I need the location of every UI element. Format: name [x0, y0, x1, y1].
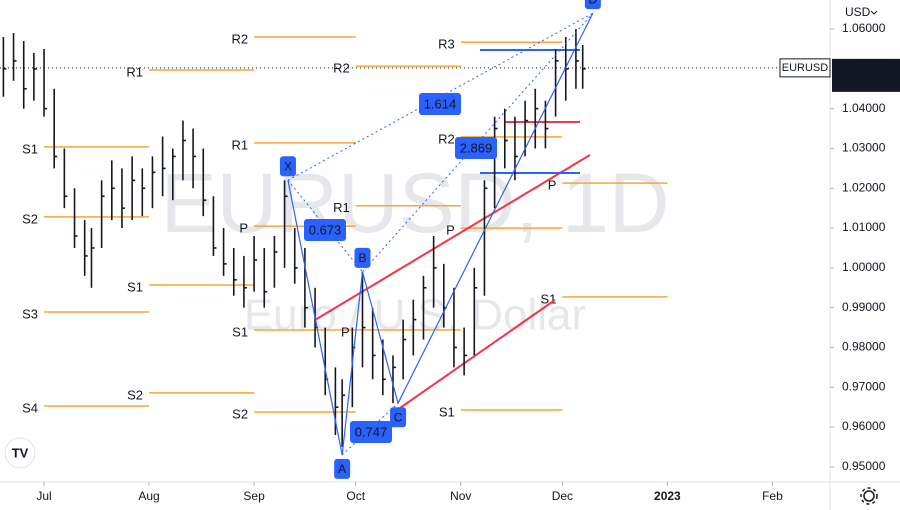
x-tick-label: Dec — [552, 489, 573, 503]
pivot-label: P — [341, 324, 350, 339]
pivot-label: R1 — [333, 200, 350, 215]
pattern-point-box — [354, 247, 371, 268]
y-tick-label: 0.96000 — [842, 419, 886, 433]
ratio-label: 1.614 — [424, 96, 457, 111]
y-tick-label: 1.03000 — [842, 141, 886, 155]
pattern-leg — [341, 271, 364, 456]
y-tick-label: 0.95000 — [842, 459, 886, 473]
pattern-point-label: C — [394, 410, 403, 424]
pattern-point-label: B — [358, 251, 366, 265]
watermark: EURUSD, 1D — [161, 156, 670, 250]
pivot-label: S2 — [232, 406, 248, 421]
pivot-label: S1 — [232, 324, 248, 339]
ratio-label: 0.673 — [309, 222, 342, 237]
price-tag — [832, 58, 900, 92]
x-tick-label: Jul — [36, 489, 51, 503]
pivot-label: R3 — [438, 37, 455, 52]
y-tick-label: 0.98000 — [842, 340, 886, 354]
pivot-label: S3 — [22, 306, 38, 321]
pattern-point-box — [279, 156, 296, 177]
countdown: 10:18:39 — [844, 74, 891, 88]
currency-selector[interactable]: USD — [845, 5, 878, 19]
pivot-label: R1 — [231, 137, 248, 152]
x-tick-label: Feb — [762, 489, 783, 503]
pivot-label: S2 — [127, 387, 143, 402]
x-tick-label: Nov — [450, 489, 471, 503]
last-price-label: 1.05025 — [844, 60, 888, 74]
y-tick-label: 1.02000 — [842, 180, 886, 194]
symbol-tag — [779, 58, 831, 78]
pivot-label: S1 — [22, 141, 38, 156]
channel-line — [314, 154, 591, 321]
y-tick-label: 1.04000 — [842, 101, 886, 115]
pivot-label: S2 — [22, 211, 38, 226]
pivot-label: S1 — [439, 404, 455, 419]
ratio-box — [304, 219, 346, 241]
ratio-label: 2.869 — [460, 140, 493, 155]
plot-area: S1S2S3S4R1S1S2R2R1PS1S2R2R1PR3R2PS1PS1XA… — [2, 0, 668, 479]
pattern-leg — [397, 12, 594, 404]
currency[interactable]: USD — [845, 5, 871, 19]
x-tick-label: Sep — [243, 489, 265, 503]
ratio-box — [419, 93, 461, 115]
pattern-point-label: A — [338, 462, 346, 476]
pivot-label: S1 — [127, 279, 143, 294]
symbol-name: EURUSD — [782, 62, 829, 74]
pivot-label: P — [446, 223, 455, 238]
pattern-leg — [287, 180, 343, 456]
pattern-point-box — [334, 458, 351, 479]
y-tick-label: 1.00000 — [842, 260, 886, 274]
pattern-point-box — [584, 0, 601, 10]
y-tick-label: 1.06000 — [842, 21, 886, 35]
tv-logo: TV — [4, 437, 36, 469]
ratio-label: 0.747 — [355, 424, 388, 439]
x-tick-label: 2023 — [654, 489, 681, 503]
pivot-label: R2 — [438, 131, 455, 146]
x-tick-label: Aug — [138, 489, 159, 503]
dropdown-icon[interactable] — [870, 10, 878, 15]
ratio-box — [350, 421, 392, 443]
pivot-label: P — [548, 178, 557, 193]
pattern-point-label: D — [589, 0, 598, 6]
x-tick-label: Oct — [346, 489, 365, 503]
pattern-point-label: X — [284, 159, 292, 173]
svg-text:TV: TV — [12, 445, 29, 460]
settings-button[interactable] — [860, 487, 878, 505]
pivot-label: S4 — [22, 400, 38, 415]
pivot-label: R1 — [126, 64, 143, 79]
pattern-point-box — [390, 407, 407, 428]
pivot-label: R2 — [333, 61, 350, 76]
y-tick-label: 0.97000 — [842, 379, 886, 393]
ratio-box — [455, 137, 497, 159]
watermark-subtitle: Euro / U.S. Dollar — [244, 291, 586, 340]
y-tick-label: 1.01000 — [842, 220, 886, 234]
y-tick-label: 0.99000 — [842, 300, 886, 314]
pattern-leg — [361, 271, 399, 404]
pivot-label: R2 — [231, 31, 248, 46]
channel-line — [399, 299, 556, 409]
pivot-label: P — [239, 221, 248, 236]
